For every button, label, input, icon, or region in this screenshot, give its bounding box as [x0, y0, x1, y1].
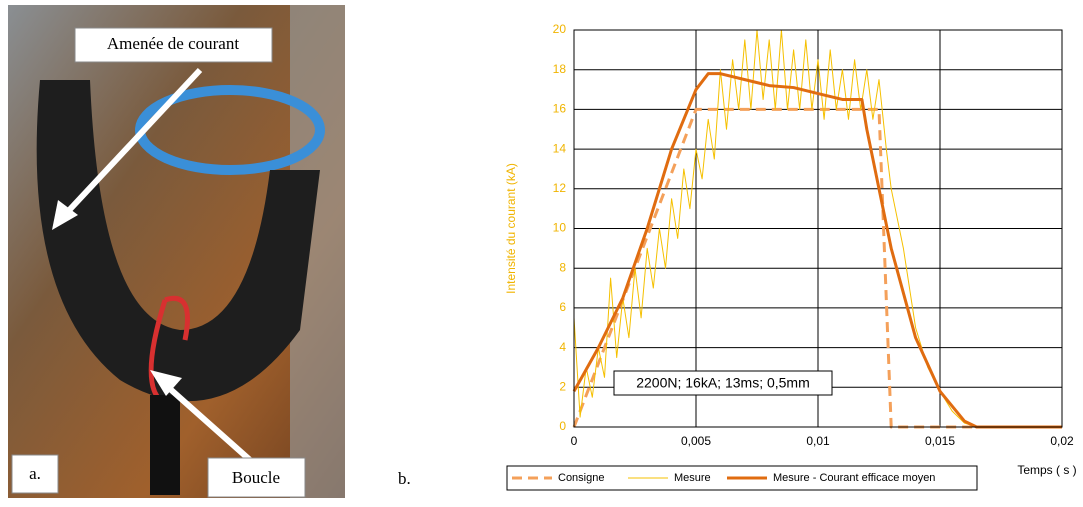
y-tick-label: 4: [559, 340, 566, 354]
axis-frame: [573, 29, 1063, 428]
panel-label: a.: [29, 464, 41, 483]
legend-label: Mesure - Courant efficace moyen: [773, 472, 935, 484]
x-axis-label: Temps ( s ): [1017, 463, 1076, 477]
x-tick-label: 0,02: [1050, 434, 1074, 448]
y-tick-label: 14: [553, 141, 567, 155]
annotation: Boucle: [232, 468, 280, 487]
y-axis-label: Intensité du courant (kA): [504, 163, 518, 294]
y-tick-label: 12: [553, 181, 567, 195]
x-tick-label: 0,01: [806, 434, 830, 448]
x-tick-label: 0,015: [925, 434, 955, 448]
series-line: [572, 72, 1062, 429]
annotation-box: [613, 370, 833, 396]
legend-label: Consigne: [558, 472, 604, 484]
y-tick-label: 10: [553, 221, 567, 235]
y-tick-label: 2: [559, 379, 566, 393]
annotation: 2200N; 16kA; 13ms; 0,5mm: [636, 375, 810, 391]
annotation: Amenée de courant: [107, 34, 239, 53]
y-tick-label: 16: [553, 102, 567, 116]
x-tick-label: 0,005: [681, 434, 711, 448]
panel-label: b.: [398, 469, 411, 488]
y-tick-label: 18: [553, 62, 567, 76]
chart: 0 2 4 6 8 10 12 14 16 18 20 0 0,005 0,01 0,015 0,02 Inte…: [504, 22, 1077, 491]
y-tick-label: 8: [559, 260, 566, 274]
legend-label: Mesure: [674, 472, 711, 484]
y-tick-label: 6: [559, 300, 566, 314]
photo: Amenée de courant Boucle a.: [8, 5, 345, 498]
x-tick-label: 0: [571, 434, 578, 448]
y-tick-label: 0: [559, 419, 566, 433]
y-tick-label: 20: [553, 22, 567, 36]
